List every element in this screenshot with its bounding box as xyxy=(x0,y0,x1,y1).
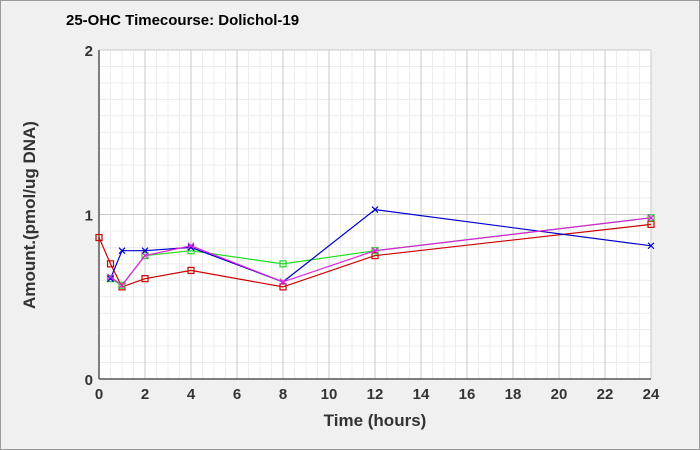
data-point xyxy=(371,206,379,213)
x-axis-label: Time (hours) xyxy=(324,411,427,430)
data-point xyxy=(141,275,149,283)
x-tick-label: 0 xyxy=(95,386,103,403)
data-point xyxy=(279,283,287,291)
x-tick-label: 12 xyxy=(367,386,384,403)
data-point xyxy=(141,247,149,255)
data-point xyxy=(141,252,149,260)
data-point xyxy=(187,243,195,251)
data-point xyxy=(107,273,114,281)
data-point xyxy=(107,275,114,283)
data-point xyxy=(647,242,655,250)
y-axis-label: Amount.(pmol/ug DNA) xyxy=(20,121,39,309)
x-tick-label: 2 xyxy=(141,386,149,403)
x-tick-label: 10 xyxy=(321,386,338,403)
data-point xyxy=(187,242,195,250)
data-point xyxy=(141,252,149,260)
data-point xyxy=(118,281,126,289)
data-point xyxy=(118,247,126,255)
data-point xyxy=(95,233,103,242)
y-tick-label: 1 xyxy=(85,208,93,225)
chart-title: 25-OHC Timecourse: Dolichol-19 xyxy=(66,12,299,29)
series-layer xyxy=(95,206,655,291)
x-tick-label: 16 xyxy=(459,386,476,403)
series-line xyxy=(98,223,652,288)
x-tick-label: 4 xyxy=(187,386,196,403)
x-tick-label: 24 xyxy=(643,386,660,403)
y-tick-label: 2 xyxy=(85,43,93,60)
data-point xyxy=(106,260,115,268)
data-point xyxy=(647,214,655,222)
x-tick-label: 20 xyxy=(551,386,568,403)
data-point xyxy=(279,278,287,286)
axes xyxy=(98,50,651,380)
x-tick-label: 22 xyxy=(597,386,614,403)
x-tick-label: 14 xyxy=(413,386,430,403)
data-point xyxy=(187,266,195,275)
series-4 xyxy=(107,214,655,289)
y-tick-label: 0 xyxy=(85,372,93,389)
data-point xyxy=(371,252,379,260)
x-tick-label: 8 xyxy=(279,386,287,403)
data-point xyxy=(279,260,287,268)
x-tick-label: 6 xyxy=(233,386,241,403)
data-point xyxy=(371,247,379,255)
x-tick-label: 18 xyxy=(505,386,522,403)
data-point xyxy=(118,281,126,289)
